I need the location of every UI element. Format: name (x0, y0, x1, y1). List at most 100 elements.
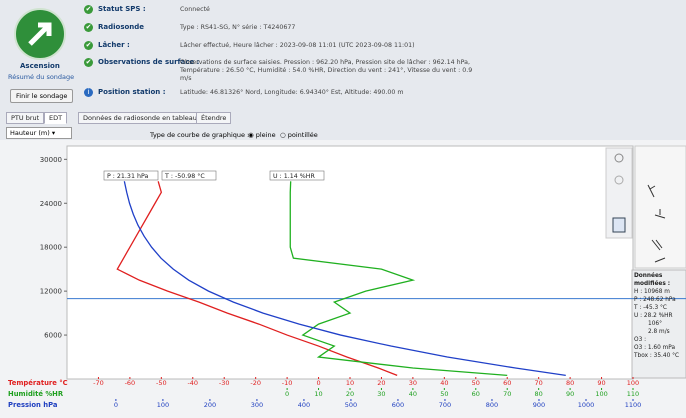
status-value: Type : RS41-SG, N° série : T4240677 (180, 24, 296, 31)
x-axis-label: Humidité %HR (8, 390, 64, 398)
arrow-icon (28, 22, 52, 46)
x-tick-label: 60 (472, 390, 480, 398)
x-tick-label: -10 (282, 379, 293, 387)
tab[interactable]: Étendre (196, 112, 232, 124)
x-tick-label: 40 (409, 390, 417, 398)
x-tick-label: -30 (219, 379, 230, 387)
tab[interactable]: EDT (44, 112, 68, 124)
x-axis-label: Température °C (8, 379, 68, 387)
status-label: Position station : (98, 88, 166, 96)
panel-line: O3 : (634, 337, 647, 343)
status-value: Latitude: 46.81326° Nord, Longitude: 6.9… (180, 89, 404, 96)
y-tick-label: 12000 (40, 288, 62, 296)
readout: P : 21.31 hPa (107, 173, 148, 180)
x-tick-label: 40 (440, 379, 448, 387)
y-tick-label: 24000 (40, 200, 62, 208)
curve-type-label: Type de courbe de graphique : (150, 131, 250, 139)
readout-box (269, 170, 325, 181)
x-tick-label: 200 (204, 401, 216, 409)
x-tick-label: 100 (627, 379, 639, 387)
export-tool[interactable] (612, 217, 626, 233)
plot-area (66, 145, 634, 380)
side-panel-text: Données modifiées : H : 10968 m P : 248.62… (634, 272, 686, 360)
status-value: Connecté (180, 6, 210, 13)
x-tick-label: 10 (346, 379, 354, 387)
panel-line: O3 : 1.60 mPa (634, 345, 676, 351)
x-tick-label: 20 (377, 379, 385, 387)
x-tick-label: -50 (156, 379, 167, 387)
status-icon: ✔ (84, 41, 93, 50)
x-tick-label: 90 (566, 390, 574, 398)
readout-box (103, 170, 159, 181)
option-label: pleine (255, 131, 276, 139)
x-tick-label: 0 (316, 379, 320, 387)
summary-link[interactable]: Résumé du sondage (8, 73, 75, 81)
x-tick-label: 70 (503, 390, 511, 398)
status-label: Observations de surface : (98, 58, 200, 66)
y-tick-label: 18000 (40, 244, 62, 252)
panel-title: Données modifiées : (634, 273, 671, 287)
side-panel (631, 269, 686, 379)
series-line (123, 181, 566, 376)
status-icon: i (84, 88, 93, 97)
option-label: pointillée (287, 131, 318, 139)
panel-line: T : -45.3 °C (634, 305, 667, 311)
x-tick-label: -40 (187, 379, 198, 387)
status-label: Statut SPS : (98, 5, 146, 13)
x-tick-label: 400 (298, 401, 310, 409)
panel-line: H : 10968 m (634, 289, 670, 295)
ascension-button[interactable] (14, 8, 66, 60)
x-tick-label: 50 (472, 379, 480, 387)
panel-line: Tbox : 35.40 °C (634, 353, 680, 359)
dropdown-value: Hauteur (m) (10, 129, 50, 137)
x-tick-label: 60 (503, 379, 511, 387)
status-label: Radiosonde (98, 23, 145, 31)
tab[interactable]: Données de radiosonde en tableau (78, 112, 202, 124)
x-tick-label: 30 (409, 379, 417, 387)
zoom-tool[interactable] (614, 175, 624, 185)
panel-line: P : 248.62 hPa (634, 297, 676, 303)
x-tick-label: 80 (535, 390, 543, 398)
x-tick-label: 0 (114, 401, 118, 409)
status-label: Lâcher : (98, 41, 130, 49)
x-tick-label: -70 (93, 379, 104, 387)
series-line (289, 181, 508, 376)
x-tick-label: 1000 (578, 401, 595, 409)
status-icon: ✔ (84, 58, 93, 67)
x-tick-label: 500 (345, 401, 357, 409)
x-tick-label: 1100 (625, 401, 642, 409)
x-tick-label: -20 (250, 379, 261, 387)
x-axis-label: Pression hPa (8, 401, 58, 409)
status-value: Observations de surface saisies. Pressio… (180, 59, 473, 82)
pan-tool[interactable] (614, 153, 624, 163)
status-icon: ✔ (84, 5, 93, 14)
readout-box (161, 170, 217, 181)
x-tick-label: 0 (285, 390, 289, 398)
x-tick-label: 80 (566, 379, 574, 387)
x-tick-label: 20 (346, 390, 354, 398)
x-tick-label: 50 (440, 390, 448, 398)
x-tick-label: 300 (251, 401, 263, 409)
radio-dotted[interactable]: ○ pointillée (280, 131, 318, 139)
panel-line: U : 28.2 %HR (634, 313, 673, 319)
x-tick-label: 30 (377, 390, 385, 398)
wind-strip (634, 145, 686, 269)
finish-button[interactable]: Finir le sondage (10, 89, 74, 103)
y-tick-label: 6000 (44, 332, 62, 340)
series-line (116, 181, 398, 376)
panel-line: 106° (648, 321, 662, 327)
wind-barbs (647, 184, 666, 263)
x-tick-label: -60 (125, 379, 136, 387)
radio-solid[interactable]: ◉ pleine (248, 131, 276, 139)
tab[interactable]: PTU brut (6, 112, 45, 124)
x-tick-label: 70 (535, 379, 543, 387)
axis-dropdown[interactable]: Hauteur (m) ▾ (6, 127, 72, 139)
readout: U : 1.14 %HR (273, 173, 315, 180)
x-tick-label: 600 (392, 401, 404, 409)
status-icon: ✔ (84, 23, 93, 32)
panel-line: 2.8 m/s (648, 329, 670, 335)
status-value: Lâcher effectué, Heure lâcher : 2023-09-… (180, 42, 415, 49)
x-tick-label: 10 (314, 390, 322, 398)
x-tick-label: 900 (533, 401, 545, 409)
